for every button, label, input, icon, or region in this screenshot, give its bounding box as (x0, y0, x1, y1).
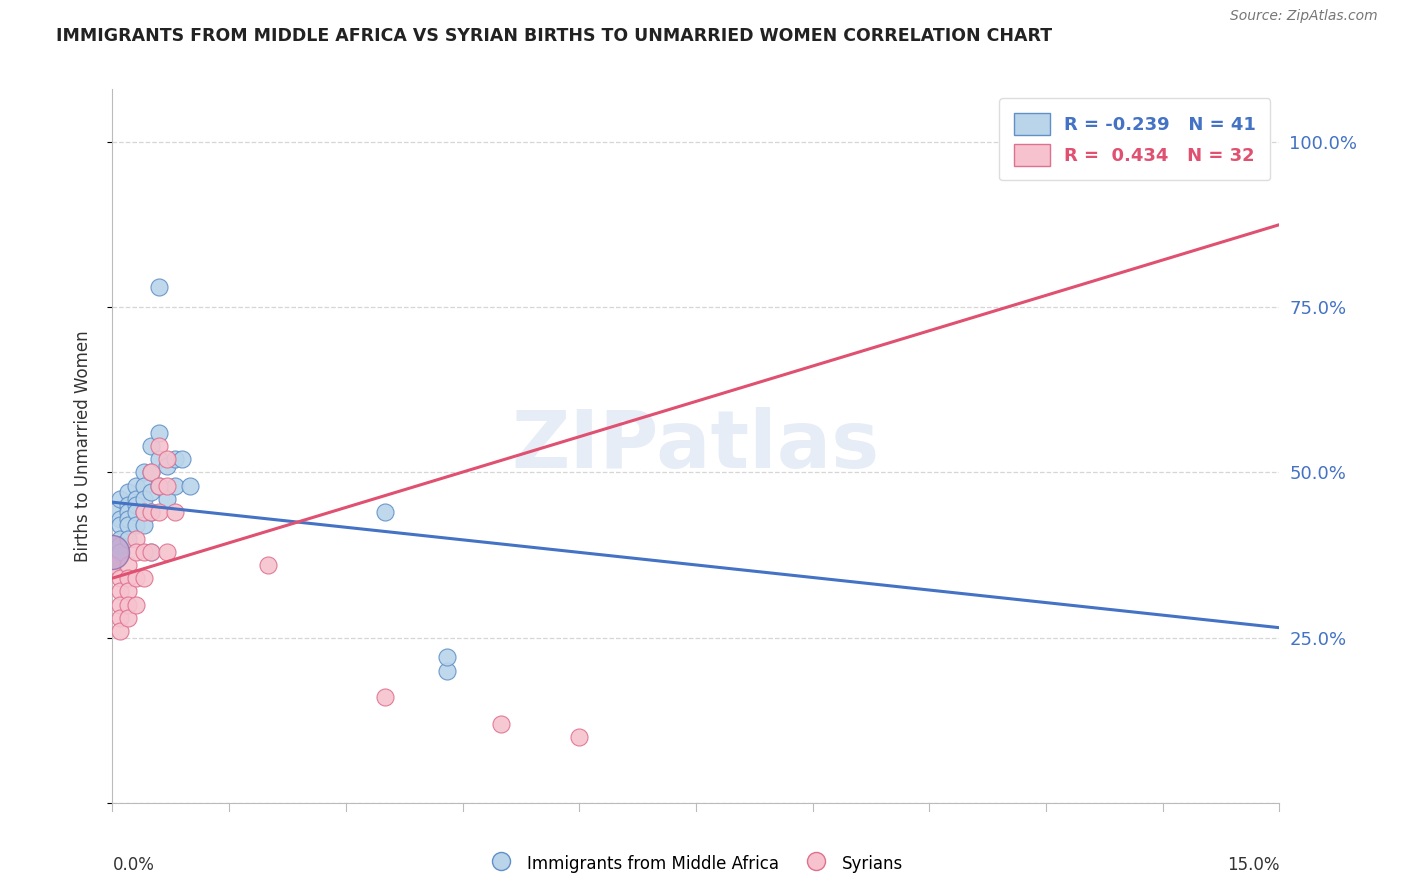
Point (125, 505, 148, 519)
Point (117, 511, 139, 525)
Point (101, 505, 124, 519)
Point (141, 545, 163, 559)
Point (110, 518, 132, 533)
Legend: Immigrants from Middle Africa, Syrians: Immigrants from Middle Africa, Syrians (482, 847, 910, 880)
Point (117, 558, 139, 572)
Point (125, 518, 148, 533)
Point (141, 439, 163, 453)
Point (117, 505, 139, 519)
Point (110, 611, 132, 625)
Point (117, 485, 139, 500)
Point (132, 545, 155, 559)
Point (117, 532, 139, 546)
Point (568, 730, 591, 744)
Point (156, 491, 179, 506)
Point (101, 558, 124, 572)
Point (101, 545, 124, 559)
Point (163, 478, 186, 492)
Point (117, 571, 139, 585)
Text: 15.0%: 15.0% (1227, 855, 1279, 873)
Text: 0.0%: 0.0% (112, 855, 155, 873)
Point (125, 598, 148, 612)
Point (156, 452, 179, 467)
Point (132, 571, 155, 585)
Point (374, 690, 396, 704)
Point (110, 511, 132, 525)
Point (141, 466, 163, 480)
Point (148, 280, 170, 294)
Point (491, 716, 513, 731)
Point (125, 532, 148, 546)
Point (374, 505, 396, 519)
Point (148, 505, 170, 519)
Point (141, 466, 163, 480)
Point (110, 538, 132, 552)
Point (436, 650, 458, 665)
Point (163, 452, 186, 467)
Point (179, 478, 201, 492)
Point (148, 478, 170, 492)
Point (132, 466, 155, 480)
Point (148, 439, 170, 453)
Point (125, 545, 148, 559)
Point (117, 598, 139, 612)
Point (125, 499, 148, 513)
Text: Source: ZipAtlas.com: Source: ZipAtlas.com (1230, 9, 1378, 23)
Point (117, 611, 139, 625)
Point (110, 624, 132, 638)
Point (117, 518, 139, 533)
Point (132, 505, 155, 519)
Point (141, 545, 163, 559)
Point (156, 458, 179, 473)
Point (117, 584, 139, 599)
Point (110, 545, 132, 559)
Y-axis label: Births to Unmarried Women: Births to Unmarried Women (73, 330, 91, 562)
Point (110, 584, 132, 599)
Point (148, 478, 170, 492)
Point (125, 571, 148, 585)
Point (148, 452, 170, 467)
Text: IMMIGRANTS FROM MIDDLE AFRICA VS SYRIAN BIRTHS TO UNMARRIED WOMEN CORRELATION CH: IMMIGRANTS FROM MIDDLE AFRICA VS SYRIAN … (56, 27, 1052, 45)
Point (132, 478, 155, 492)
Point (132, 518, 155, 533)
Point (436, 664, 458, 678)
Point (110, 532, 132, 546)
Point (125, 478, 148, 492)
Point (148, 425, 170, 440)
Point (257, 558, 280, 572)
Point (125, 491, 148, 506)
Point (141, 505, 163, 519)
Point (110, 571, 132, 585)
Point (156, 545, 179, 559)
Point (132, 491, 155, 506)
Point (141, 485, 163, 500)
Point (132, 505, 155, 519)
Point (172, 452, 194, 467)
Point (110, 598, 132, 612)
Point (156, 478, 179, 492)
Point (163, 505, 186, 519)
Point (110, 491, 132, 506)
Point (117, 499, 139, 513)
Text: ZIPatlas: ZIPatlas (512, 407, 880, 485)
Point (141, 505, 163, 519)
